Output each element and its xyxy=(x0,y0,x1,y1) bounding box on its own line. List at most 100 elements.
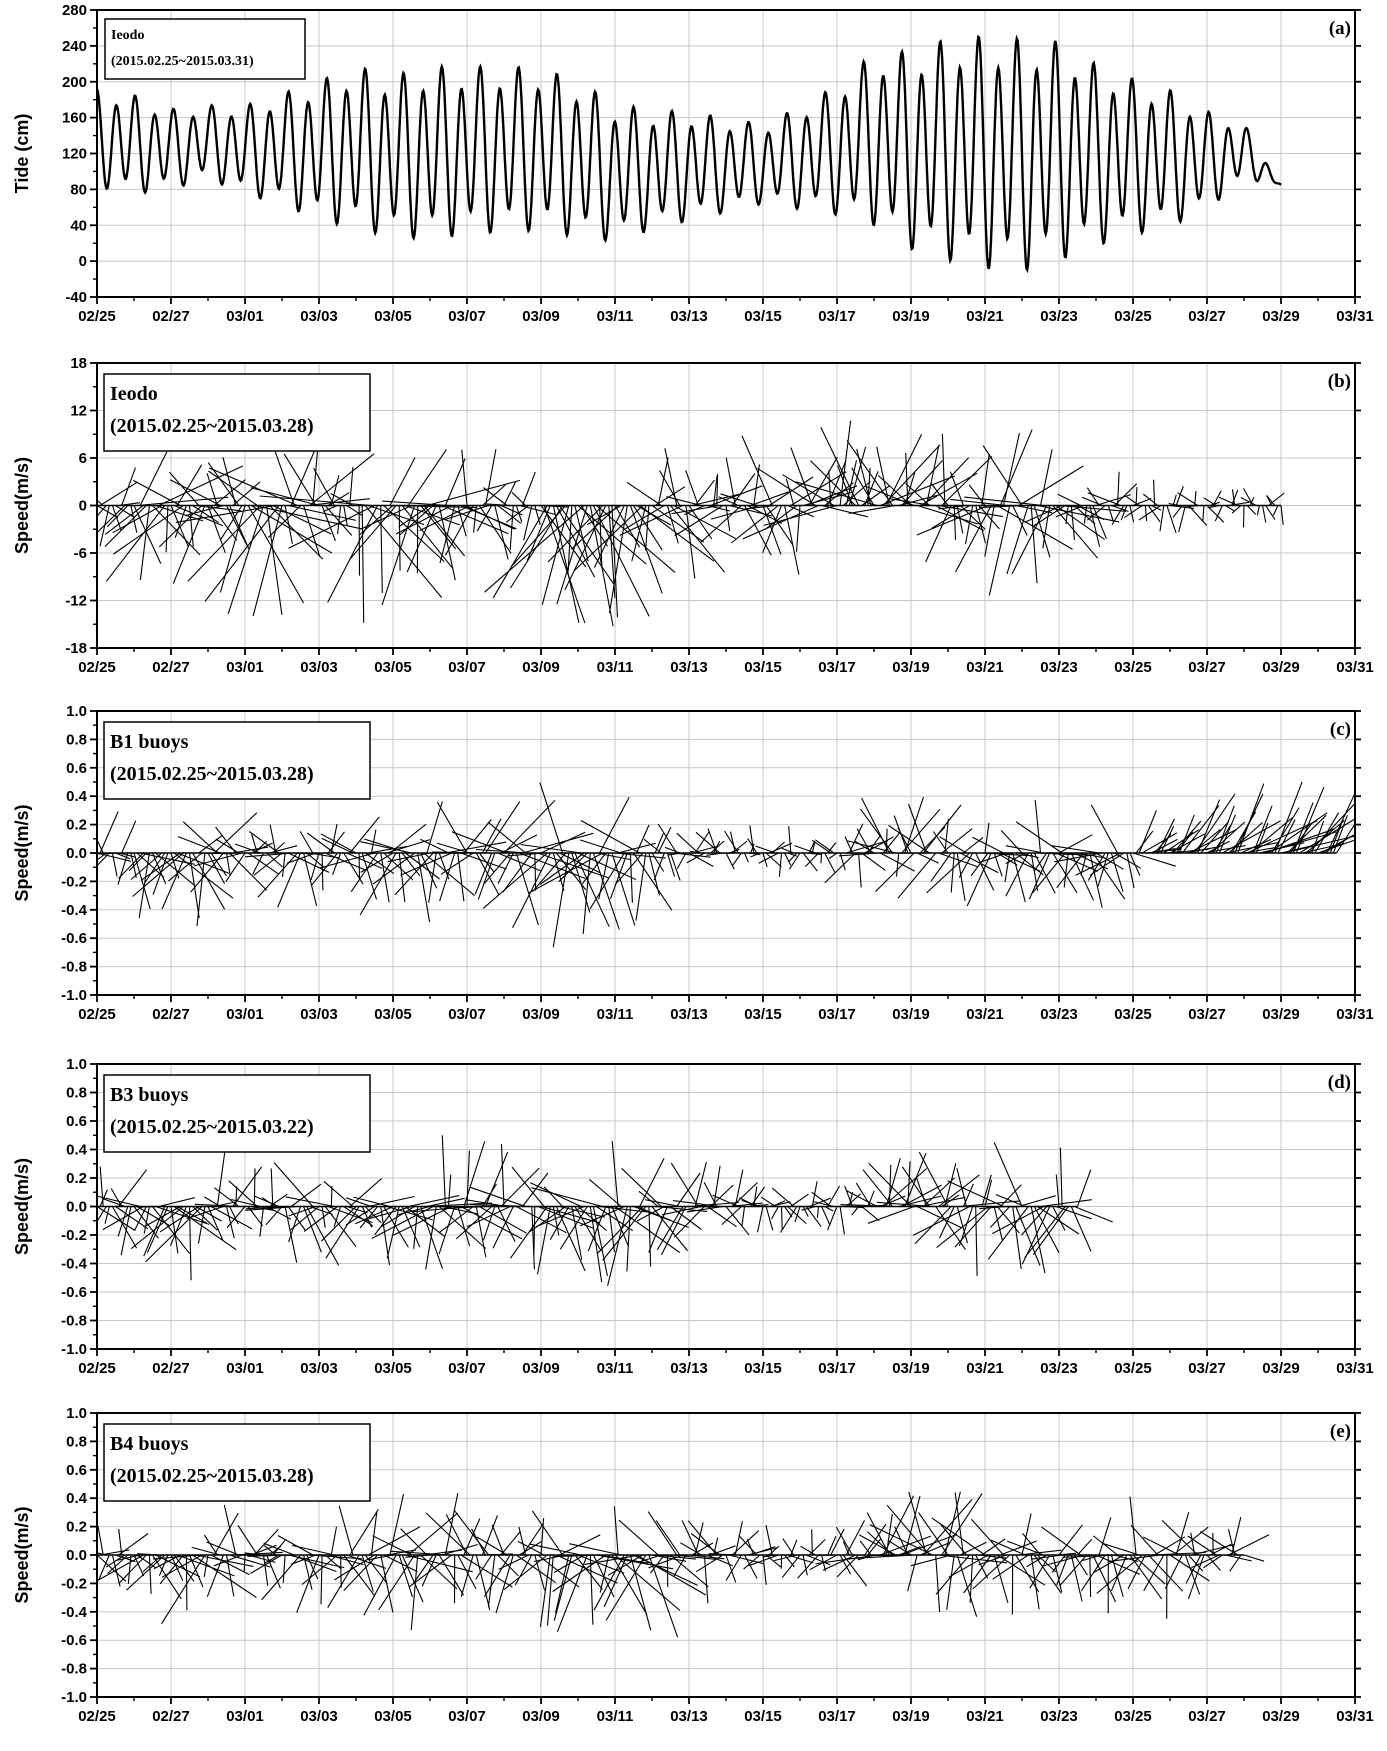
panel-b-stick xyxy=(1175,486,1184,506)
panel-e-stick xyxy=(781,1554,801,1579)
panel-b-xtick-label: 03/17 xyxy=(818,659,856,676)
panel-d-ytick-label: -0.6 xyxy=(61,1284,87,1301)
panel-a-ytick-label: 280 xyxy=(62,2,87,19)
panel-c-stick xyxy=(398,852,406,903)
panel-b-stick xyxy=(645,505,650,551)
panel-b-stick xyxy=(1268,492,1285,506)
panel-c-stick xyxy=(213,812,258,854)
panel-d-stick xyxy=(844,1185,853,1207)
panel-c-stick xyxy=(574,852,610,927)
panel-c-stick xyxy=(729,831,736,854)
panel-e-stick xyxy=(589,1554,594,1625)
panel-c-stick xyxy=(794,845,816,854)
panel-d-stick xyxy=(270,1168,274,1207)
panel-b-stick xyxy=(1052,505,1099,559)
panel-c-ytick-label: -1.0 xyxy=(61,987,87,1004)
panel-c-ytick-label: 0.8 xyxy=(66,731,87,748)
panel-c-stick xyxy=(234,843,261,854)
panel-d-ytick-label: -0.4 xyxy=(61,1256,88,1273)
panel-d-stick xyxy=(790,1193,809,1207)
panel-c-stick xyxy=(944,818,949,854)
panel-e-stick xyxy=(636,1554,707,1596)
panel-d-stick xyxy=(303,1206,322,1253)
panel-e-stick xyxy=(743,1554,761,1570)
panel-b-stick xyxy=(247,505,305,604)
panel-d-stick xyxy=(721,1206,742,1226)
panel-c-stick xyxy=(370,829,377,854)
panel-c-stick xyxy=(482,852,548,909)
panel-c-stick xyxy=(750,843,755,854)
panel-e-stick xyxy=(1172,1526,1209,1556)
panel-c-stick xyxy=(303,852,318,907)
panel-d-stick xyxy=(794,1206,801,1223)
panel-c-stick xyxy=(423,852,475,897)
panel-e-stick xyxy=(476,1536,508,1556)
panel-b-stick xyxy=(1240,497,1257,506)
panel-e-stick xyxy=(405,1554,473,1573)
panel-a-xtick-label: 03/11 xyxy=(597,308,634,325)
panel-d-stick xyxy=(146,1206,169,1253)
panel-e-stick xyxy=(475,1554,491,1611)
panel-b-stick xyxy=(309,453,375,506)
panel-c-stick xyxy=(519,852,586,880)
panel-d-stick xyxy=(460,1206,523,1240)
panel-b-stick xyxy=(785,478,795,506)
panel-b-stick xyxy=(795,481,878,507)
panel-d-stick xyxy=(101,1197,125,1208)
panel-b-stick xyxy=(631,505,647,562)
panel-d-stick xyxy=(475,1206,487,1258)
panel-c-stick xyxy=(320,833,357,854)
panel-c-stick xyxy=(747,838,758,854)
panel-e-xtick-label: 02/27 xyxy=(152,1708,190,1725)
panel-e-stick xyxy=(614,1554,681,1611)
panel-c-stick xyxy=(975,852,995,891)
panel-c-stick xyxy=(128,852,147,872)
panel-c-stick xyxy=(589,852,625,910)
panel-d-stick xyxy=(621,1167,662,1207)
panel-b-stick xyxy=(420,505,457,550)
panel-c-stick xyxy=(350,852,379,892)
panel-c-stick xyxy=(633,852,673,911)
panel-b-stick xyxy=(1206,505,1225,523)
panel-b-stick xyxy=(762,505,783,554)
panel-a-xtick-label: 03/31 xyxy=(1336,308,1374,325)
panel-b-stick xyxy=(925,505,952,563)
panel-e-stick xyxy=(290,1554,317,1565)
panel-c-stick xyxy=(474,852,493,895)
panel-c-stick xyxy=(725,852,735,870)
panel-c-stick xyxy=(1252,805,1273,854)
panel-c-stick xyxy=(984,822,990,854)
panel-c-stick xyxy=(1138,810,1157,854)
panel-e-stick xyxy=(301,1554,338,1585)
panel-d-stick xyxy=(288,1205,317,1217)
panel-e-stick xyxy=(552,1554,607,1592)
panel-b-stick xyxy=(503,481,517,506)
panel-c-ytick-label: 1.0 xyxy=(66,703,87,720)
panel-b-stick xyxy=(1081,496,1103,507)
panel-b-stick xyxy=(956,505,964,534)
panel-c-stick xyxy=(225,852,246,883)
panel-b-stick xyxy=(988,505,1011,596)
panel-e-stick xyxy=(161,1554,203,1578)
panel-c-stick xyxy=(804,852,819,867)
panel-d-stick xyxy=(102,1206,144,1231)
panel-d-stick xyxy=(962,1183,974,1207)
panel-e-stick xyxy=(398,1554,413,1598)
panel-c-stick xyxy=(713,841,721,854)
panel-e-stick xyxy=(553,1554,585,1573)
panel-c-stick xyxy=(387,852,431,863)
panel-e-sticks xyxy=(96,1491,1270,1638)
panel-e-stick xyxy=(607,1554,644,1576)
panel-d-stick xyxy=(839,1206,845,1235)
panel-e-stick xyxy=(690,1533,721,1556)
panel-a-ytick-label: 200 xyxy=(62,74,87,91)
panel-c-stick xyxy=(907,803,927,854)
panel-c-stick xyxy=(1268,812,1328,854)
panel-b-stick xyxy=(204,505,280,602)
panel-b-stick xyxy=(185,504,224,517)
panel-c-legend-box xyxy=(103,721,371,800)
panel-d-xtick-label: 03/29 xyxy=(1262,1360,1300,1377)
panel-b-stick xyxy=(867,467,871,506)
panel-b-stick xyxy=(1266,496,1273,506)
panel-c-stick xyxy=(743,852,749,863)
